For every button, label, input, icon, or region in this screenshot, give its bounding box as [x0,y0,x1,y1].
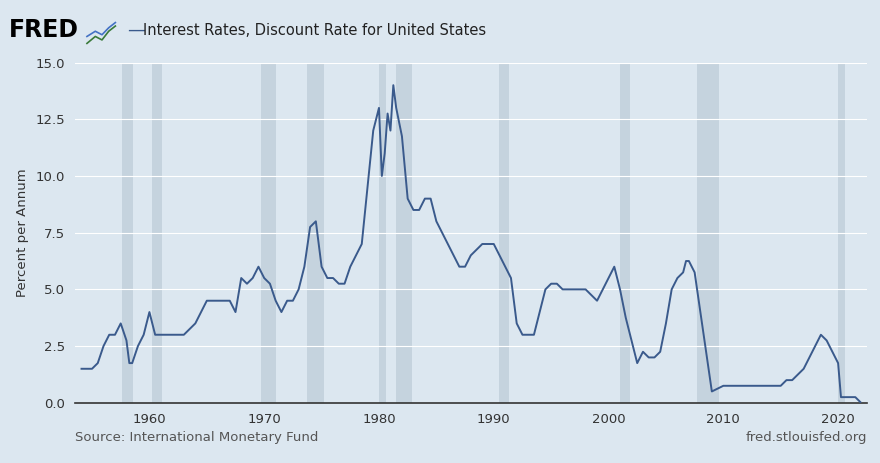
Text: Source: International Monetary Fund: Source: International Monetary Fund [75,431,319,444]
Bar [379,63,385,403]
Bar [307,63,325,403]
Bar [396,63,412,403]
Bar [838,63,845,403]
Text: FRED: FRED [9,18,79,42]
Bar [121,63,134,403]
Text: Interest Rates, Discount Rate for United States: Interest Rates, Discount Rate for United… [143,23,487,38]
Text: —: — [128,21,145,39]
Bar [698,63,719,403]
Bar [152,63,162,403]
Bar [261,63,275,403]
Text: fred.stlouisfed.org: fred.stlouisfed.org [745,431,867,444]
Y-axis label: Percent per Annum: Percent per Annum [16,169,28,297]
Bar [620,63,630,403]
Bar [500,63,509,403]
